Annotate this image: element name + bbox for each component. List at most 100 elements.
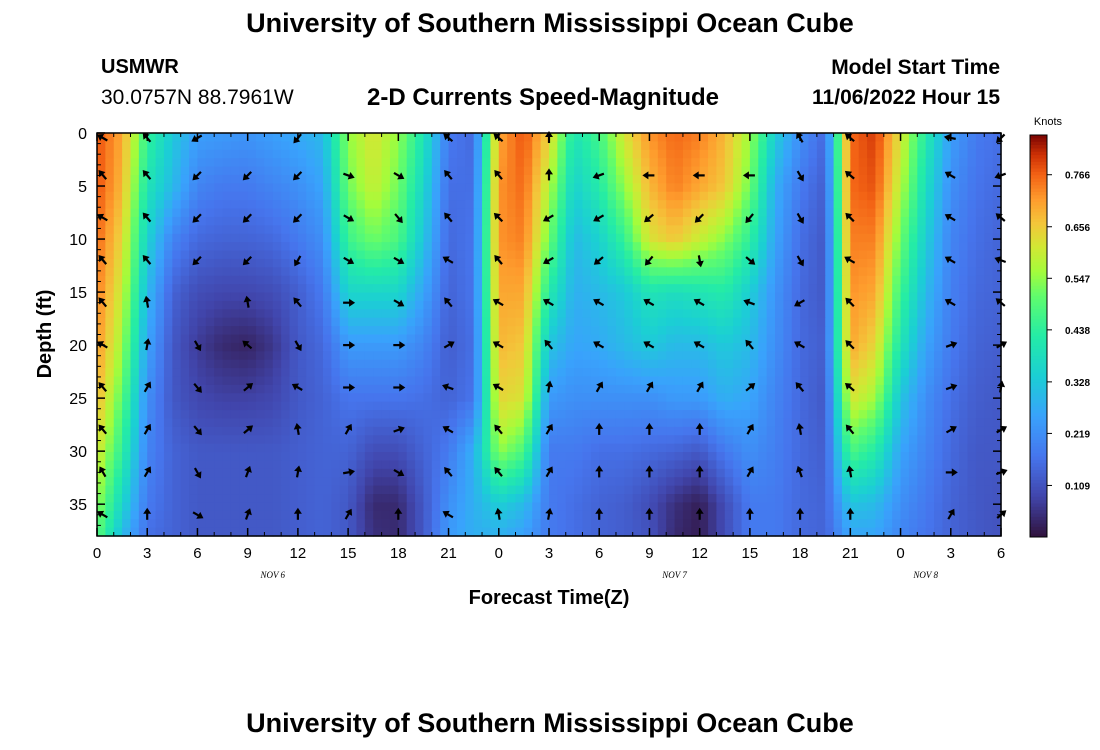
heatmap-cell [105, 477, 115, 487]
heatmap-cell [523, 208, 533, 218]
heatmap-cell [666, 166, 676, 176]
heatmap-cell [381, 376, 391, 386]
heatmap-cell [130, 368, 140, 378]
heatmap-cell [456, 368, 466, 378]
heatmap-cell [892, 452, 902, 462]
heatmap-cell [239, 233, 249, 243]
heatmap-cell [615, 435, 625, 445]
heatmap-cell [649, 300, 659, 310]
heatmap-cell [892, 275, 902, 285]
heatmap-cell [239, 376, 249, 386]
heatmap-cell [808, 267, 818, 277]
heatmap-cell [465, 208, 475, 218]
heatmap-cell [323, 468, 332, 478]
heatmap-cell [406, 317, 416, 327]
heatmap-cell [833, 494, 843, 504]
heatmap-cell [942, 317, 952, 327]
heatmap-cell [691, 502, 701, 512]
heatmap-cell [649, 443, 659, 453]
heatmap-cell [858, 200, 868, 210]
heatmap-cell [875, 342, 885, 352]
heatmap-cell [942, 359, 952, 369]
heatmap-cell [406, 460, 416, 470]
heatmap-cell [716, 494, 726, 504]
heatmap-cell [708, 426, 718, 436]
heatmap-cell [582, 384, 592, 394]
heatmap-cell [415, 376, 425, 386]
heatmap-cell [356, 208, 366, 218]
heatmap-cell [130, 418, 140, 428]
heatmap-cell [456, 216, 466, 226]
heatmap-cell [724, 342, 734, 352]
heatmap-cell [934, 494, 944, 504]
heatmap-cell [113, 342, 123, 352]
heatmap-cell [373, 468, 383, 478]
heatmap-cell [984, 208, 994, 218]
heatmap-cell [557, 460, 567, 470]
heatmap-cell [775, 183, 784, 193]
heatmap-cell [498, 292, 508, 302]
heatmap-cell [314, 309, 324, 319]
heatmap-cell [641, 485, 651, 495]
heatmap-cell [314, 452, 324, 462]
heatmap-cell [423, 174, 433, 184]
heatmap-cell [791, 158, 801, 168]
heatmap-cell [214, 309, 224, 319]
heatmap-cell [607, 494, 617, 504]
heatmap-cell [582, 191, 592, 201]
heatmap-cell [373, 183, 383, 193]
heatmap-cell [381, 309, 391, 319]
heatmap-cell [733, 410, 743, 420]
heatmap-cell [297, 351, 307, 361]
heatmap-cell [917, 351, 927, 361]
heatmap-cell [214, 284, 224, 294]
heatmap-cell [934, 452, 944, 462]
heatmap-cell [641, 292, 651, 302]
heatmap-cell [875, 250, 885, 260]
heatmap-cell [775, 443, 784, 453]
heatmap-cell [456, 502, 466, 512]
heatmap-cell [281, 242, 291, 252]
heatmap-cell [574, 292, 584, 302]
heatmap-cell [348, 300, 358, 310]
heatmap-cell [657, 174, 667, 184]
heatmap-cell [607, 141, 617, 151]
heatmap-cell [582, 443, 592, 453]
heatmap-cell [515, 359, 525, 369]
heatmap-cell [373, 460, 383, 470]
heatmap-cell [256, 368, 266, 378]
heatmap-cell [507, 166, 517, 176]
heatmap-cell [222, 292, 232, 302]
heatmap-cell [758, 418, 768, 428]
heatmap-cell [138, 267, 148, 277]
heatmap-cell [666, 300, 676, 310]
heatmap-cell [841, 149, 851, 159]
heatmap-cell [666, 494, 676, 504]
heatmap-cell [415, 166, 425, 176]
heatmap-cell [331, 393, 341, 403]
heatmap-cell [733, 225, 743, 235]
heatmap-cell [172, 376, 182, 386]
heatmap-cell [699, 133, 709, 142]
heatmap-cell [599, 208, 609, 218]
heatmap-cell [498, 443, 508, 453]
heatmap-cell [373, 284, 383, 294]
heatmap-cell [841, 468, 851, 478]
heatmap-cell [733, 443, 743, 453]
heatmap-cell [549, 174, 558, 184]
heatmap-cell [431, 452, 441, 462]
heatmap-cell [364, 317, 374, 327]
heatmap-cell [758, 158, 768, 168]
heatmap-cell [130, 494, 140, 504]
heatmap-cell [749, 166, 759, 176]
heatmap-cell [599, 485, 609, 495]
heatmap-cell [465, 443, 475, 453]
heatmap-cell [431, 502, 441, 512]
heatmap-cell [473, 208, 483, 218]
heatmap-cell [431, 208, 441, 218]
heatmap-cell [222, 191, 232, 201]
heatmap-cell [741, 183, 751, 193]
heatmap-cell [950, 418, 960, 428]
heatmap-cell [800, 334, 810, 344]
heatmap-cell [415, 460, 425, 470]
